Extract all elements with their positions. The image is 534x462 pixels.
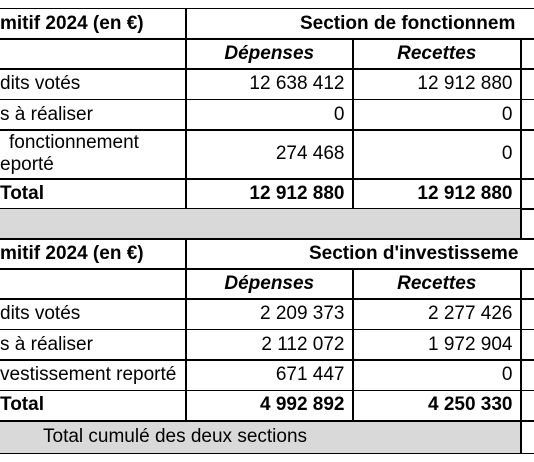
section-title: Section de fonctionnem <box>185 8 534 40</box>
row-label: dits votés <box>0 298 187 330</box>
total-label: Total <box>0 389 187 421</box>
column-header: Recettes <box>352 38 522 70</box>
cell-text: 274 468 <box>275 143 345 165</box>
value-cell: 1 972 904 <box>352 328 522 361</box>
empty-cell <box>520 389 534 421</box>
cell-text: 0 <box>501 143 513 165</box>
cell-text: 4 250 330 <box>427 394 513 416</box>
row-label: s à réaliser <box>0 328 187 361</box>
column-header: Dépenses <box>185 38 354 70</box>
empty-cell <box>520 328 534 361</box>
total-value: 12 912 880 <box>185 178 354 210</box>
cell-text: 2 277 426 <box>427 303 513 324</box>
header-label: mitif 2024 (en €) <box>0 8 187 40</box>
cell-text: Total <box>0 394 44 416</box>
cell-text: dits votés <box>0 303 81 324</box>
section-title: Section d'investisseme <box>185 238 534 270</box>
cell-text: 1 972 904 <box>427 333 513 355</box>
cell-text: 2 112 072 <box>261 333 345 355</box>
total-value: 12 912 880 <box>352 178 522 210</box>
empty-cell <box>520 68 534 100</box>
cell-text: 0 <box>501 364 513 385</box>
value-cell: 12 638 412 <box>185 68 354 100</box>
footer-row: Total cumulé des deux sections <box>0 421 522 454</box>
empty-cell <box>0 268 187 300</box>
empty-cell <box>520 208 534 240</box>
empty-cell <box>0 38 187 70</box>
empty-cell <box>520 98 534 131</box>
value-cell: 2 209 373 <box>185 298 354 330</box>
cell-text: 12 912 880 <box>417 73 513 94</box>
cell-text: Section de fonctionnem <box>300 12 516 34</box>
cell-text: fonctionnement <box>9 132 139 154</box>
empty-cell <box>520 359 534 391</box>
cell-text: Dépenses <box>224 42 315 64</box>
cell-text: s à réaliser <box>0 333 93 355</box>
column-header: Dépenses <box>185 268 354 300</box>
cell-text: vestissement reporté <box>0 364 177 385</box>
cell-text: 12 912 880 <box>417 182 513 204</box>
header-label: mitif 2024 (en €) <box>0 238 187 270</box>
cell-text: Recettes <box>397 42 477 64</box>
cell-text: mitif 2024 (en €) <box>0 12 144 34</box>
cell-text: 12 638 412 <box>249 73 345 94</box>
empty-cell <box>520 38 534 70</box>
cell-text: Recettes <box>397 272 477 294</box>
cell-text: mitif 2024 (en €) <box>0 242 144 264</box>
row-label: s à réaliser <box>0 98 187 131</box>
row-label: dits votés <box>0 68 187 100</box>
value-cell: 274 468 <box>185 129 354 180</box>
cell-text: Total <box>0 182 44 204</box>
cell-text: 4 992 892 <box>259 394 345 416</box>
empty-cell <box>520 298 534 330</box>
cell-text: s à réaliser <box>0 103 93 125</box>
spacer-row <box>0 208 522 240</box>
empty-cell <box>520 178 534 210</box>
cell-text: Total cumulé des deux sections <box>43 426 308 448</box>
value-cell: 2 277 426 <box>352 298 522 330</box>
cell-text: Dépenses <box>224 272 315 294</box>
value-cell: 2 112 072 <box>185 328 354 361</box>
value-cell: 671 447 <box>185 359 354 391</box>
cell-text: 671 447 <box>275 364 345 385</box>
value-cell: 0 <box>352 359 522 391</box>
empty-cell <box>520 421 534 454</box>
row-label: vestissement reporté <box>0 359 187 391</box>
value-cell: 12 912 880 <box>352 68 522 100</box>
cell-text: 2 209 373 <box>259 303 345 324</box>
cell-text: 0 <box>501 103 513 125</box>
cell-text: 12 912 880 <box>249 182 345 204</box>
cell-text: 0 <box>333 103 345 125</box>
total-value: 4 992 892 <box>185 389 354 421</box>
value-cell: 0 <box>352 98 522 131</box>
row-label: fonctionnement eporté <box>0 129 187 180</box>
cell-text: Section d'investisseme <box>309 242 519 264</box>
empty-cell <box>520 268 534 300</box>
cell-text: dits votés <box>0 73 81 94</box>
value-cell: 0 <box>185 98 354 131</box>
column-header: Recettes <box>352 268 522 300</box>
cell-text: eporté <box>0 154 54 176</box>
empty-cell <box>520 129 534 180</box>
total-value: 4 250 330 <box>352 389 522 421</box>
total-label: Total <box>0 178 187 210</box>
value-cell: 0 <box>352 129 522 180</box>
